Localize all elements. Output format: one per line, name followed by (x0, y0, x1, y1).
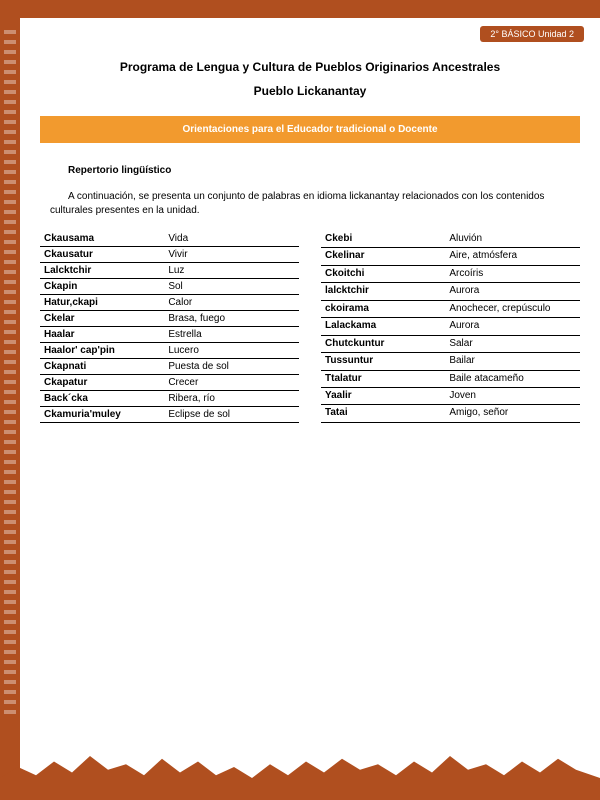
vocab-row: TussunturBailar (321, 353, 580, 370)
unit-badge: 2° BÁSICO Unidad 2 (480, 26, 584, 42)
vocab-row: YaalirJoven (321, 388, 580, 405)
vocab-row: CkausaturVivir (40, 247, 299, 263)
vocab-row: Haalor' cap'pinLucero (40, 343, 299, 359)
bottom-silhouette-decoration (0, 745, 600, 800)
vocab-definition: Arcoíris (445, 265, 580, 282)
vocab-term: Ckausama (40, 231, 164, 247)
vocab-row: CkelinarAire, atmósfera (321, 248, 580, 265)
intro-paragraph: A continuación, se presenta un conjunto … (50, 190, 570, 217)
page-subtitle: Pueblo Lickanantay (40, 84, 580, 98)
vocab-term: Ckausatur (40, 247, 164, 263)
vocab-term: Hatur,ckapi (40, 295, 164, 311)
vocab-row: TataiAmigo, señor (321, 405, 580, 423)
vocab-definition: Luz (164, 263, 299, 279)
vocab-definition: Lucero (164, 343, 299, 359)
vocab-row: CkoitchiArcoíris (321, 265, 580, 282)
vocab-term: lalcktchir (321, 283, 445, 300)
vocab-definition: Joven (445, 388, 580, 405)
vocab-definition: Vida (164, 231, 299, 247)
vocab-definition: Estrella (164, 327, 299, 343)
vocab-term: Tussuntur (321, 353, 445, 370)
vocab-definition: Ribera, río (164, 391, 299, 407)
vocab-definition: Bailar (445, 353, 580, 370)
vocab-table-left: CkausamaVidaCkausaturVivirLalcktchirLuzC… (40, 231, 299, 423)
vocab-term: Ckebi (321, 231, 445, 248)
vocab-term: Ckelar (40, 311, 164, 327)
vocab-term: Ckapin (40, 279, 164, 295)
vocab-row: CkapnatiPuesta de sol (40, 359, 299, 375)
vocab-row: Hatur,ckapiCalor (40, 295, 299, 311)
vocab-row: CkausamaVida (40, 231, 299, 247)
vocab-row: CkapinSol (40, 279, 299, 295)
vocab-definition: Anochecer, crepúsculo (445, 300, 580, 317)
vocab-definition: Amigo, señor (445, 405, 580, 423)
vocab-definition: Brasa, fuego (164, 311, 299, 327)
vocab-row: ChutckunturSalar (321, 335, 580, 352)
vocab-term: Lalcktchir (40, 263, 164, 279)
vocab-definition: Baile atacameño (445, 370, 580, 387)
page-title: Programa de Lengua y Cultura de Pueblos … (40, 60, 580, 74)
vocab-definition: Vivir (164, 247, 299, 263)
section-banner: Orientaciones para el Educador tradicion… (40, 116, 580, 143)
vocab-term: Lalackama (321, 318, 445, 335)
vocab-row: CkelarBrasa, fuego (40, 311, 299, 327)
vocab-definition: Salar (445, 335, 580, 352)
page-content: Programa de Lengua y Cultura de Pueblos … (40, 60, 580, 423)
vocab-term: Ckelinar (321, 248, 445, 265)
vocab-term: Tatai (321, 405, 445, 423)
vocab-definition: Aire, atmósfera (445, 248, 580, 265)
vocab-row: lalcktchirAurora (321, 283, 580, 300)
vocab-row: ckoiramaAnochecer, crepúsculo (321, 300, 580, 317)
vocab-row: HaalarEstrella (40, 327, 299, 343)
vocab-row: Back´ckaRibera, río (40, 391, 299, 407)
vocab-term: Yaalir (321, 388, 445, 405)
vocab-row: Ckamuria'muleyEclipse de sol (40, 407, 299, 423)
vocab-term: Haalar (40, 327, 164, 343)
vocab-definition: Aurora (445, 283, 580, 300)
vocab-row: LalcktchirLuz (40, 263, 299, 279)
vocab-term: Ckoitchi (321, 265, 445, 282)
vocab-row: CkebiAluvión (321, 231, 580, 248)
vocabulary-tables: CkausamaVidaCkausaturVivirLalcktchirLuzC… (40, 231, 580, 423)
top-border-decoration (0, 0, 600, 18)
vocab-row: LalackamaAurora (321, 318, 580, 335)
vocab-table-right: CkebiAluviónCkelinarAire, atmósferaCkoit… (321, 231, 580, 423)
vocab-term: Ttalatur (321, 370, 445, 387)
left-border-decoration (0, 0, 20, 800)
vocab-definition: Aurora (445, 318, 580, 335)
vocab-definition: Eclipse de sol (164, 407, 299, 423)
vocab-term: Ckamuria'muley (40, 407, 164, 423)
vocab-definition: Crecer (164, 375, 299, 391)
vocab-term: Ckapnati (40, 359, 164, 375)
vocab-definition: Aluvión (445, 231, 580, 248)
vocab-term: Back´cka (40, 391, 164, 407)
vocab-definition: Calor (164, 295, 299, 311)
vocab-term: Chutckuntur (321, 335, 445, 352)
vocab-row: CkapaturCrecer (40, 375, 299, 391)
vocab-row: TtalaturBaile atacameño (321, 370, 580, 387)
vocab-term: Ckapatur (40, 375, 164, 391)
vocab-definition: Puesta de sol (164, 359, 299, 375)
section-heading: Repertorio lingüístico (68, 165, 580, 176)
vocab-term: ckoirama (321, 300, 445, 317)
vocab-definition: Sol (164, 279, 299, 295)
vocab-term: Haalor' cap'pin (40, 343, 164, 359)
